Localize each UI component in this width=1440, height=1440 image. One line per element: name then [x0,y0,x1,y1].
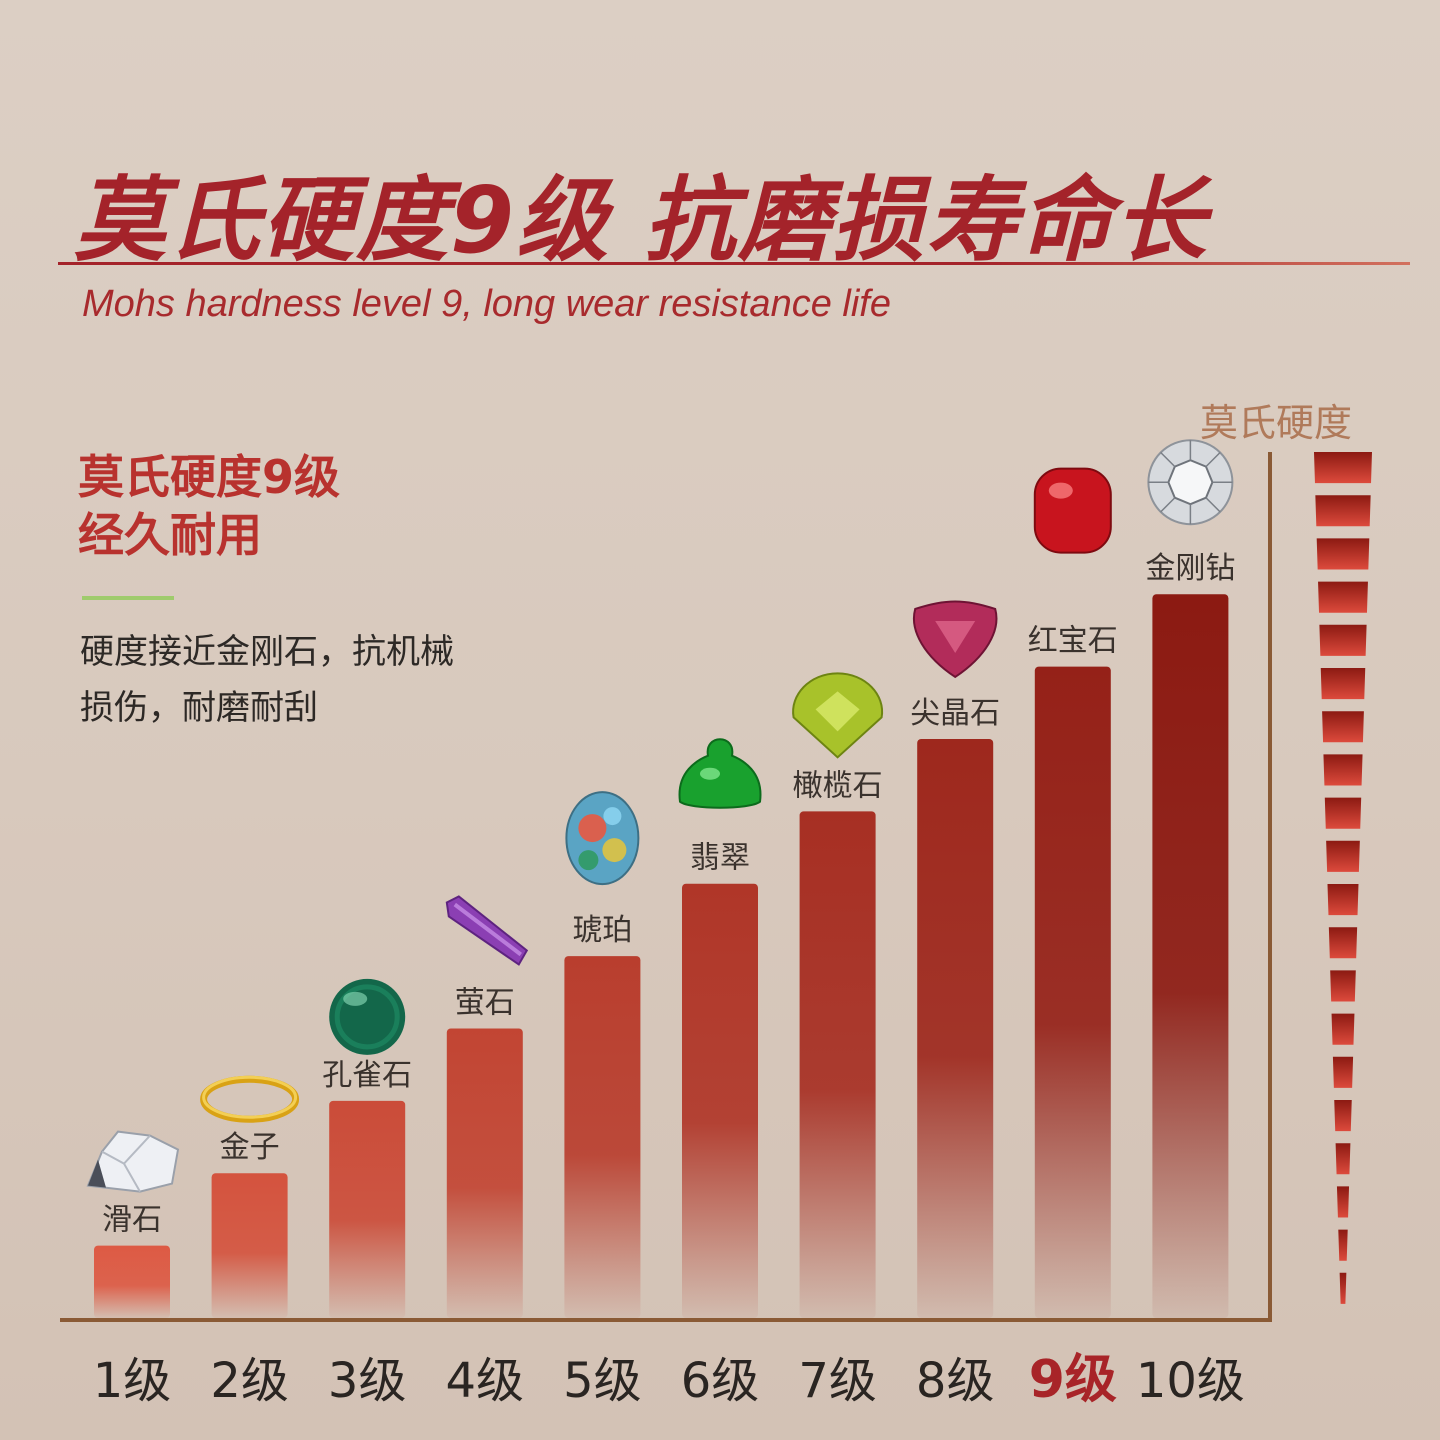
bar-8 [917,738,994,1318]
scale-segment-16 [1334,1100,1352,1132]
gem-label-1: 滑石 [102,1203,162,1238]
x-tick-4: 4级 [446,1353,525,1409]
gem-labels-layer: 滑石 金子 孔雀石 萤石 琥珀 翡翠 橄榄石 尖晶石 红宝石 金刚钻 [102,551,1235,1237]
scale-segment-4 [1318,581,1368,613]
x-tick-5: 5级 [563,1353,642,1409]
bar-4 [446,1028,523,1318]
x-tick-7: 7级 [798,1353,877,1409]
bar-1 [94,1245,170,1318]
scale-segment-9 [1324,797,1362,829]
diamond-icon [1147,439,1234,526]
scale-segment-13 [1330,970,1356,1002]
opal-cabochon-icon [565,791,640,886]
scale-segment-10 [1326,840,1360,872]
x-tick-1: 1级 [93,1353,172,1409]
gem-label-10: 金刚钻 [1145,551,1235,586]
x-tick-labels-layer: 1级 2级 3级 4级 5级 6级 7级 8级 9级 10级 [93,1350,1245,1410]
page-subtitle: Mohs hardness level 9, long wear resista… [82,283,891,325]
scale-segment-11 [1327,884,1359,916]
scale-segment-20 [1339,1272,1347,1304]
scale-segment-18 [1336,1186,1350,1218]
feature-description-line-2: 损伤，耐磨耐刮 [80,688,318,728]
gem-label-6: 翡翠 [690,841,750,876]
scale-segment-12 [1328,927,1358,959]
scale-segment-5 [1319,624,1367,656]
scale-segment-19 [1338,1229,1348,1261]
scale-segment-7 [1322,711,1364,743]
bar-3 [329,1100,406,1318]
ruby-cabochon-icon [1033,467,1112,554]
scale-segment-1 [1314,452,1372,484]
gem-label-5: 琥珀 [572,913,632,948]
accent-divider [82,596,174,600]
feature-headline-line-2: 经久耐用 [78,508,262,562]
bar-10 [1152,594,1229,1318]
spinel-gem-icon [913,600,998,679]
bar-6 [682,883,758,1318]
scale-segment-8 [1323,754,1363,786]
page-title: 莫氏硬度9级 抗磨损寿命长 [74,167,1209,274]
gem-label-2: 金子 [220,1130,280,1165]
gem-icons-layer [86,439,1234,1193]
x-tick-10: 10级 [1136,1353,1245,1409]
bar-2 [211,1173,288,1318]
gem-label-7: 橄榄石 [793,768,883,803]
feature-description-line-1: 硬度接近金刚石，抗机械 [80,632,454,672]
bar-9 [1034,666,1111,1318]
scale-segment-14 [1331,1013,1355,1045]
title-underline [58,262,1410,265]
scale-segment-15 [1332,1056,1354,1088]
scale-segment-2 [1315,495,1371,527]
x-tick-3: 3级 [328,1353,407,1409]
gem-label-3: 孔雀石 [322,1058,412,1093]
feature-headline: 莫氏硬度9级 经久耐用 [78,448,340,564]
bar-7 [799,811,876,1318]
talc-crystal-icon [86,1130,180,1193]
scale-segment-3 [1316,538,1370,570]
hardness-scale-wedge [1314,452,1372,1304]
bar-5 [564,956,641,1318]
bars-layer [94,594,1229,1318]
y-axis-label: 莫氏硬度 [1200,401,1353,445]
peridot-gem-icon [792,672,884,759]
jade-buddha-icon [678,738,762,809]
malachite-bead-icon [329,978,406,1055]
gold-ring-icon [200,1075,300,1123]
gem-label-8: 尖晶石 [910,696,1000,731]
x-tick-2: 2级 [210,1353,289,1409]
gem-label-9: 红宝石 [1028,624,1118,659]
fluorite-crystal-icon [445,895,529,966]
x-tick-6: 6级 [681,1353,760,1409]
scale-segment-17 [1335,1143,1351,1175]
gem-label-4: 萤石 [455,985,515,1020]
scale-segment-6 [1320,668,1366,700]
x-tick-8: 8级 [916,1353,995,1409]
feature-headline-line-1: 莫氏硬度9级 [78,450,341,504]
feature-description: 硬度接近金刚石，抗机械 损伤，耐磨耐刮 [80,624,540,736]
x-tick-9: 9级 [1029,1350,1117,1410]
